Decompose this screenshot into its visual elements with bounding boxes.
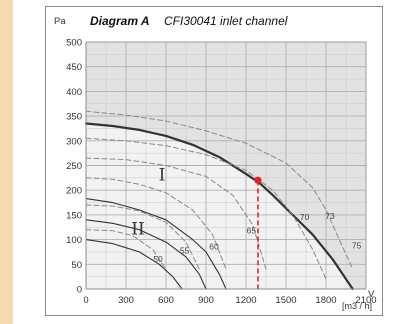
grid <box>85 41 367 290</box>
y-tick-label: 450 <box>66 62 82 73</box>
x-tick-label: 2100 <box>355 295 376 306</box>
series-line-10 <box>85 229 167 270</box>
chart-title-bold: Diagram A <box>90 14 150 28</box>
x-tick-label: 300 <box>118 295 134 306</box>
y-tick-label: 50 <box>71 260 82 271</box>
series-line-7 <box>85 157 267 270</box>
operating-point-marker <box>254 176 262 289</box>
axes: 0 50 100 150 200 250 300 350 400 450 500 0 300 600 900… <box>66 38 376 307</box>
efficiency-label: 73 <box>325 211 335 221</box>
y-tick-label: 350 <box>66 112 82 123</box>
y-tick-label: 500 <box>66 38 82 49</box>
y-tick-label: 400 <box>66 87 82 98</box>
y-tick-label: 250 <box>66 161 82 172</box>
x-axis-unit: [m3 / h] <box>342 301 372 311</box>
series-line-3 <box>85 219 207 290</box>
efficiency-label: 70 <box>300 212 310 222</box>
region-label: II <box>131 220 144 240</box>
efficiency-label: 60 <box>209 241 219 251</box>
series-lines <box>84 110 354 291</box>
series-line-8 <box>85 177 227 270</box>
x-tick-label: 1800 <box>315 295 336 306</box>
series-line-5 <box>85 110 354 270</box>
region-label: I <box>159 165 166 185</box>
efficiency-label: 50 <box>153 254 163 264</box>
series-line-9 <box>85 204 200 270</box>
x-tick-label: 1200 <box>235 295 256 306</box>
x-tick-label: 900 <box>198 295 214 306</box>
fan-curve-chart: 0 50 100 150 200 250 300 350 400 450 500 0 300 600 900… <box>54 14 377 311</box>
plot-border <box>85 41 367 290</box>
y-axis-label: Pa <box>54 16 66 27</box>
series-line-4 <box>85 239 183 290</box>
efficiency-label: 75 <box>352 240 362 250</box>
x-axis-label: V <box>368 289 375 300</box>
y-tick-label: 300 <box>66 136 82 147</box>
efficiency-label: 65 <box>247 226 257 236</box>
series-line-1 <box>84 122 354 291</box>
chart-frame: 0 50 100 150 200 250 300 350 400 450 500 0 300 600 900… <box>45 6 383 316</box>
x-tick-label: 0 <box>83 295 88 306</box>
x-tick-label: 1500 <box>275 295 296 306</box>
left-accent-strip <box>0 0 13 324</box>
efficiency-label: 55 <box>180 245 190 255</box>
y-tick-label: 100 <box>66 235 82 246</box>
x-tick-label: 600 <box>158 295 174 306</box>
y-tick-label: 0 <box>77 285 82 296</box>
y-tick-label: 150 <box>66 210 82 221</box>
series-line-2 <box>85 198 227 290</box>
chart-title: CFI30041 inlet channel <box>164 14 288 28</box>
operating-point <box>254 176 262 184</box>
series-line-6 <box>85 137 327 280</box>
y-tick-label: 200 <box>66 186 82 197</box>
